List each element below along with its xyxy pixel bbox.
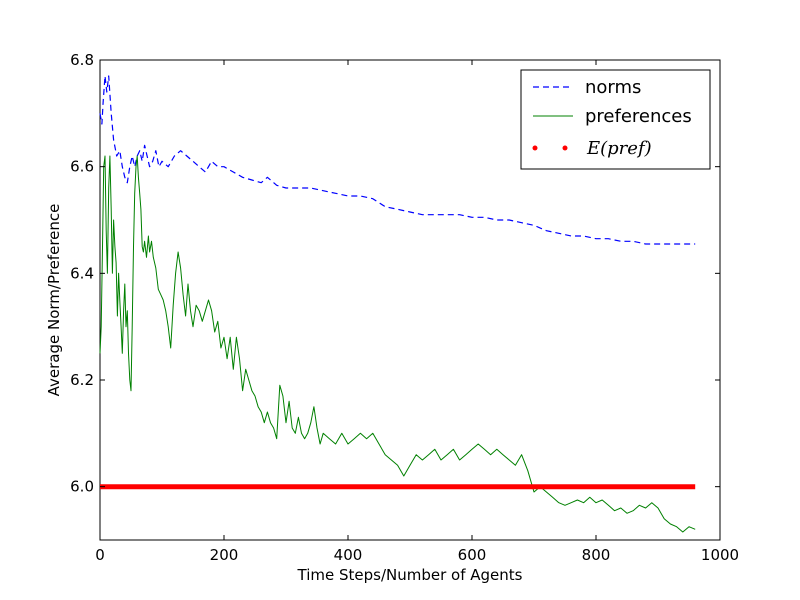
legend-dot [532, 145, 538, 151]
legend-label-preferences: preferences [585, 106, 692, 127]
y-tick-label: 6.2 [70, 371, 94, 389]
plot-frame [99, 59, 721, 541]
y-axis-label: Average Norm/Preference [45, 204, 63, 397]
series-layer [99, 75, 696, 533]
legend-label-norms: norms [585, 77, 641, 98]
legend-box [520, 69, 711, 170]
y-tick-label: 6.0 [70, 478, 94, 496]
x-tick-label: 800 [582, 546, 611, 564]
legend-dot [562, 145, 568, 151]
y-tick-label: 6.4 [70, 264, 94, 282]
x-tick-label: 200 [210, 546, 239, 564]
x-tick-label: 1000 [701, 546, 739, 564]
x-tick-label: 600 [458, 546, 487, 564]
x-tick-label: 0 [95, 546, 105, 564]
x-tick-label: 400 [334, 546, 363, 564]
x-axis-label: Time Steps/Number of Agents [297, 566, 523, 584]
legend-label-epref: E(pref) [586, 138, 652, 159]
y-tick-label: 6.6 [70, 158, 94, 176]
legend-marker-epref [532, 145, 568, 151]
series-line-0 [99, 75, 696, 245]
series-line-1 [99, 155, 696, 533]
y-tick-label: 6.8 [70, 51, 94, 69]
ticks-layer: 0 200 400 600 800 1000 6.0 6.2 6.4 6.6 6.8 [70, 51, 739, 564]
legend: norms preferences E(pref) [520, 69, 711, 170]
